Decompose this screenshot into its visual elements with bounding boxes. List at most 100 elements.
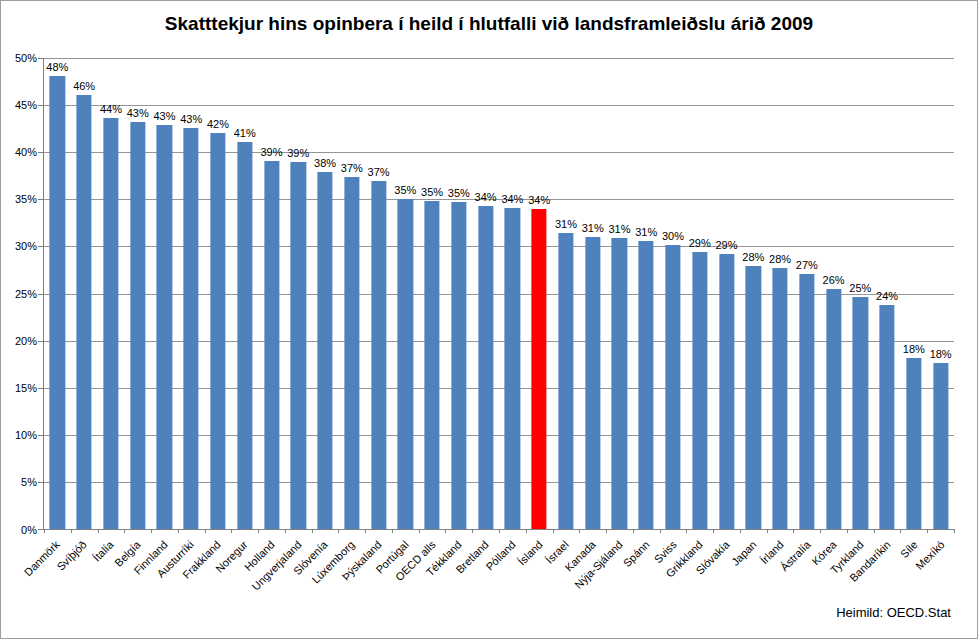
bar-slot: 43% bbox=[124, 58, 151, 529]
y-axis-label: 20% bbox=[1, 335, 37, 348]
bar-japan bbox=[746, 266, 761, 529]
bar-slot: 18% bbox=[927, 58, 954, 529]
bar-ísrael bbox=[558, 233, 573, 529]
bar-value-label: 29% bbox=[716, 240, 738, 251]
bar-slot: 28% bbox=[767, 58, 794, 529]
bar-slot: 27% bbox=[793, 58, 820, 529]
y-axis-label: 25% bbox=[1, 288, 37, 301]
bar-mexíkó bbox=[933, 363, 948, 529]
bar-value-label: 43% bbox=[180, 114, 202, 125]
chart-window: Skatttekjur hins opinbera í heild í hlut… bbox=[0, 0, 978, 639]
bar-value-label: 18% bbox=[903, 344, 925, 355]
bar-síle bbox=[906, 358, 921, 529]
bar-value-label: 31% bbox=[582, 223, 604, 234]
bar-slot: 31% bbox=[579, 58, 606, 529]
bar-þýskaland bbox=[371, 181, 386, 529]
bar-value-label: 18% bbox=[930, 349, 952, 360]
plot-area: 48%46%44%43%43%43%42%41%39%39%38%37%37%3… bbox=[43, 58, 954, 530]
bar-value-label: 39% bbox=[260, 147, 282, 158]
bar-value-label: 37% bbox=[368, 167, 390, 178]
bar-ísland bbox=[532, 209, 547, 529]
bar-value-label: 24% bbox=[876, 291, 898, 302]
bar-tyrkland bbox=[853, 297, 868, 529]
bar-lúxemborg bbox=[344, 177, 359, 529]
y-axis-label: 50% bbox=[1, 52, 37, 65]
bar-oecd-alls bbox=[424, 201, 439, 529]
bar-kórea bbox=[826, 289, 841, 529]
bar-value-label: 27% bbox=[796, 260, 818, 271]
x-axis-labels: DanmörkSvíþjóðÍtalíaBelgíaFinnlandAustur… bbox=[43, 531, 954, 616]
bar-value-label: 35% bbox=[448, 188, 470, 199]
bar-slot: 46% bbox=[71, 58, 98, 529]
bar-slot: 24% bbox=[874, 58, 901, 529]
y-axis-label: 45% bbox=[1, 99, 37, 112]
bar-slot: 31% bbox=[553, 58, 580, 529]
bar-value-label: 28% bbox=[742, 252, 764, 263]
bar-ítalía bbox=[103, 118, 118, 529]
bar-bandaríkin bbox=[879, 305, 894, 529]
bar-danmörk bbox=[50, 76, 65, 529]
bar-slot: 39% bbox=[285, 58, 312, 529]
bar-svíþjóð bbox=[77, 95, 92, 529]
bar-slot: 37% bbox=[338, 58, 365, 529]
chart-title: Skatttekjur hins opinbera í heild í hlut… bbox=[1, 13, 977, 35]
bar-slot: 35% bbox=[419, 58, 446, 529]
bar-slot: 43% bbox=[178, 58, 205, 529]
bar-value-label: 30% bbox=[662, 231, 684, 242]
bar-value-label: 44% bbox=[100, 104, 122, 115]
bar-value-label: 31% bbox=[635, 227, 657, 238]
bar-value-label: 38% bbox=[314, 158, 336, 169]
bar-slot: 41% bbox=[231, 58, 258, 529]
bar-belgía bbox=[130, 122, 145, 529]
bar-slot: 31% bbox=[606, 58, 633, 529]
source-note: Heimild: OECD.Stat bbox=[836, 605, 951, 620]
y-axis-label: 30% bbox=[1, 240, 37, 253]
bar-value-label: 25% bbox=[849, 283, 871, 294]
bar-bretland bbox=[478, 206, 493, 529]
bar-sviss bbox=[665, 245, 680, 529]
bar-value-label: 31% bbox=[555, 219, 577, 230]
x-tick bbox=[954, 529, 955, 533]
y-axis-label: 10% bbox=[1, 429, 37, 442]
y-axis-label: 40% bbox=[1, 146, 37, 159]
bar-value-label: 31% bbox=[608, 224, 630, 235]
bar-slot: 29% bbox=[713, 58, 740, 529]
bar-austurríki bbox=[184, 128, 199, 529]
bar-slot: 31% bbox=[633, 58, 660, 529]
bar-portúgal bbox=[398, 199, 413, 529]
y-axis-label: 5% bbox=[1, 476, 37, 489]
bar-pólland bbox=[505, 208, 520, 529]
bar-spánn bbox=[639, 241, 654, 529]
bar-value-label: 29% bbox=[689, 238, 711, 249]
bar-noregur bbox=[237, 142, 252, 529]
bar-slot: 42% bbox=[205, 58, 232, 529]
y-axis-label: 15% bbox=[1, 382, 37, 395]
bar-finnland bbox=[157, 125, 172, 529]
bar-slot: 43% bbox=[151, 58, 178, 529]
bar-slot: 39% bbox=[258, 58, 285, 529]
bar-slot: 34% bbox=[526, 58, 553, 529]
bar-ástralía bbox=[799, 274, 814, 529]
bar-value-label: 39% bbox=[287, 148, 309, 159]
bar-slot: 35% bbox=[392, 58, 419, 529]
bar-value-label: 34% bbox=[528, 195, 550, 206]
bar-slot: 34% bbox=[499, 58, 526, 529]
bar-value-label: 34% bbox=[475, 192, 497, 203]
bar-value-label: 43% bbox=[153, 111, 175, 122]
bar-kanada bbox=[585, 237, 600, 529]
bar-slot: 28% bbox=[740, 58, 767, 529]
bar-tékkland bbox=[451, 202, 466, 529]
bars-row: 48%46%44%43%43%43%42%41%39%39%38%37%37%3… bbox=[44, 58, 954, 529]
bar-value-label: 26% bbox=[823, 275, 845, 286]
bar-slot: 37% bbox=[365, 58, 392, 529]
bar-írland bbox=[772, 268, 787, 529]
bar-value-label: 42% bbox=[207, 119, 229, 130]
bar-value-label: 35% bbox=[421, 187, 443, 198]
bar-slot: 34% bbox=[472, 58, 499, 529]
bar-value-label: 28% bbox=[769, 254, 791, 265]
bar-slot: 30% bbox=[660, 58, 687, 529]
bar-value-label: 41% bbox=[234, 128, 256, 139]
bar-nýja-sjáland bbox=[612, 238, 627, 529]
bar-grikkland bbox=[692, 252, 707, 529]
bar-value-label: 34% bbox=[501, 194, 523, 205]
